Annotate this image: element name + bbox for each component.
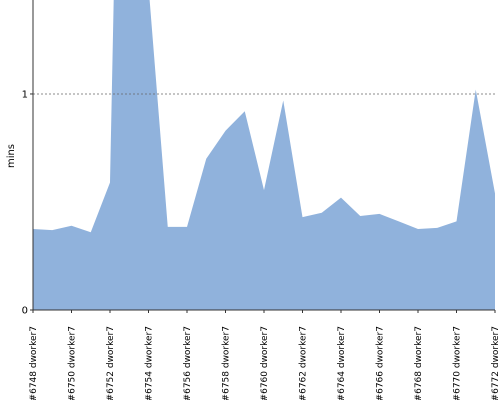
x-tick-label: #6752 dworker7 — [106, 326, 116, 400]
area — [33, 0, 495, 310]
x-tick-label: #6756 dworker7 — [183, 326, 193, 400]
x-tick-label: #6770 dworker7 — [453, 326, 463, 400]
x-tick-label: #6772 dworker7 — [491, 326, 500, 400]
x-tick-label: #6748 dworker7 — [29, 326, 39, 400]
x-tick-label: #6764 dworker7 — [337, 326, 347, 400]
x-tick-label: #6758 dworker7 — [222, 326, 232, 400]
x-tick-label: #6766 dworker7 — [376, 326, 386, 400]
x-tick-label: #6754 dworker7 — [145, 326, 155, 400]
x-tick-label: #6768 dworker7 — [414, 326, 424, 400]
x-tick-label: #6760 dworker7 — [260, 326, 270, 400]
y-tick-label: 1 — [22, 89, 28, 100]
x-tick-label: #6762 dworker7 — [299, 326, 309, 400]
x-tick-label: #6750 dworker7 — [68, 326, 78, 400]
y-axis-label: mins — [6, 144, 17, 168]
y-tick-label: 0 — [22, 306, 28, 317]
